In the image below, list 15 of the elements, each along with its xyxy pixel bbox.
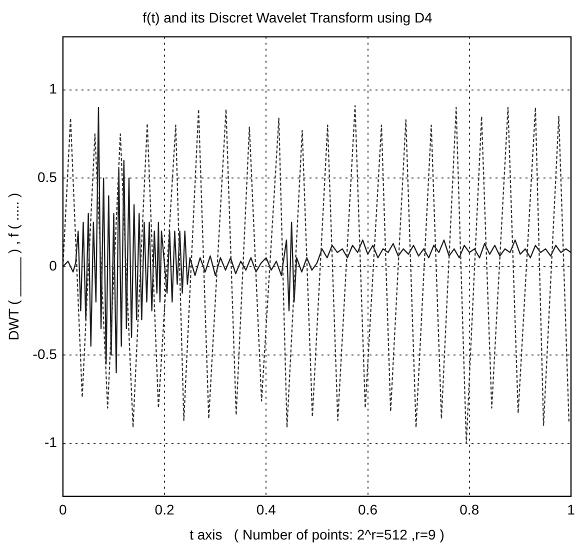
y-axis-title: DWT ( _____ ) , f ( ..... ) bbox=[5, 192, 22, 340]
x-tick-label: 1 bbox=[567, 502, 576, 518]
y-tick-label: -1 bbox=[44, 434, 58, 450]
x-tick-label: 0 bbox=[59, 502, 68, 518]
y-tick-label: -0.5 bbox=[32, 346, 58, 362]
x-axis-title: t axis ( Number of points: 2^r=512 ,r=9 ) bbox=[190, 526, 444, 542]
y-tick-label: 1 bbox=[49, 80, 58, 97]
x-tick-label: 0.8 bbox=[460, 502, 480, 518]
x-tick-label: 0.6 bbox=[358, 502, 378, 518]
chart-title: f(t) and its Discret Wavelet Transform using D4 bbox=[142, 9, 433, 26]
y-tick-label: 0 bbox=[49, 257, 58, 274]
line-series bbox=[62, 105, 570, 444]
x-tick-label: 0.4 bbox=[256, 502, 276, 518]
y-tick-label: 0.5 bbox=[37, 169, 58, 186]
x-tick-label: 0.2 bbox=[154, 502, 174, 518]
